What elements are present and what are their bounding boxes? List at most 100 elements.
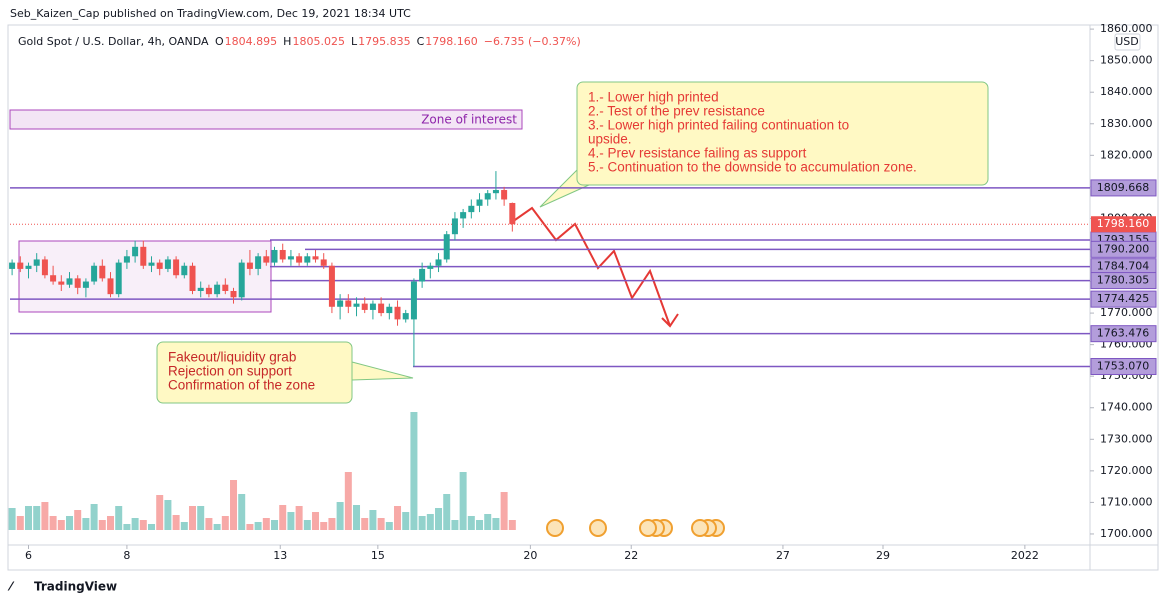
volume-bar: [74, 510, 82, 530]
event-icon: [639, 519, 657, 537]
volume-bar: [90, 504, 98, 530]
y-tick-label: 1700.000: [1100, 527, 1153, 540]
volume-bar: [426, 514, 434, 530]
event-icon: [589, 519, 607, 537]
x-tick-label: 6: [25, 549, 32, 562]
candle-body: [222, 284, 229, 291]
change: −6.735 (−0.37%): [484, 35, 581, 48]
volume-bar: [148, 524, 156, 530]
level-label: 1774.425: [1097, 292, 1150, 305]
volume-bar: [41, 502, 49, 530]
volume-bar: [262, 518, 270, 530]
y-tick-label: 1830.000: [1100, 117, 1153, 130]
zone-of-interest: [9, 109, 523, 130]
volume-bar: [115, 506, 123, 530]
candle-body: [164, 259, 171, 269]
event-icon: [546, 519, 564, 537]
candle-body: [386, 306, 393, 314]
level-label-box: [1090, 272, 1157, 290]
candle-body: [410, 281, 417, 320]
candle-body: [132, 246, 139, 257]
y-tick-label: 1710.000: [1100, 495, 1153, 508]
note-line: 1.- Lower high printed: [588, 90, 719, 105]
ohlc-value: 1805.025: [292, 35, 345, 48]
candle-body: [25, 265, 32, 269]
volume-bar: [492, 518, 500, 530]
note-line: Confirmation of the zone: [168, 378, 315, 393]
volume-bar: [172, 515, 180, 530]
x-tick-label: 27: [776, 549, 790, 562]
zone-label: Zone of interest: [421, 113, 517, 127]
y-tick-label: 1770.000: [1100, 306, 1153, 319]
candle-body: [189, 265, 196, 291]
volume-bar: [123, 524, 131, 530]
candle-body: [50, 275, 57, 282]
volume-bar: [344, 472, 352, 530]
candle-body: [427, 265, 434, 269]
volume-bar: [230, 480, 238, 530]
volume-bar: [98, 520, 106, 530]
last-price-box: [1091, 216, 1156, 233]
ohlc-value: 1798.160: [425, 35, 478, 48]
volume-bar: [164, 500, 172, 530]
volume-bar: [107, 516, 115, 530]
volume-bar: [25, 506, 33, 530]
volume-bar: [435, 508, 443, 530]
candle-body: [74, 278, 81, 288]
candle-body: [419, 268, 426, 282]
volume-bar: [197, 506, 205, 530]
y-tick-label: 1740.000: [1100, 401, 1153, 414]
volume-bar: [336, 502, 344, 530]
volume-bar: [459, 472, 467, 530]
volume-bar: [180, 522, 188, 530]
volume-bar: [443, 494, 451, 530]
candle-body: [435, 259, 442, 266]
y-tick-label: 1860.000: [1100, 22, 1153, 35]
volume-bar: [139, 520, 147, 530]
x-tick-label: 13: [273, 549, 287, 562]
volume-bar: [8, 508, 16, 530]
candle-body: [287, 256, 294, 260]
x-tick-label: 20: [523, 549, 537, 562]
ohlc-key: C: [417, 35, 425, 48]
candle-body: [328, 265, 335, 307]
ohlc-key: L: [351, 35, 358, 48]
frame: [7, 24, 1159, 571]
candle-body: [451, 218, 458, 235]
candle-body: [271, 249, 278, 263]
level-label: 1780.305: [1097, 274, 1150, 287]
volume-bar: [238, 494, 246, 530]
ohlc-key: O: [215, 35, 224, 48]
candle-body: [214, 284, 221, 295]
candle-body: [115, 262, 122, 295]
candle-body: [173, 259, 180, 276]
note-line: 4.- Prev resistance failing as support: [588, 146, 807, 161]
callout-top: [576, 81, 989, 186]
candle-body: [156, 262, 163, 269]
level-label-box: [1090, 179, 1157, 197]
volume-bar: [312, 512, 320, 530]
volume-bar: [131, 518, 139, 530]
volume-bar: [476, 520, 484, 530]
candle-body: [255, 256, 262, 269]
volume-bar: [189, 506, 197, 530]
x-tick-label: 15: [371, 549, 385, 562]
volume-bar: [57, 520, 65, 530]
candle-body: [66, 278, 73, 285]
note-line: upside.: [588, 132, 632, 147]
level-label: 1753.070: [1097, 360, 1150, 373]
currency: USD: [1115, 35, 1139, 48]
candle-body: [238, 262, 245, 298]
candle-body: [197, 287, 204, 291]
x-tick-label: 22: [624, 549, 638, 562]
note-line: 3.- Lower high printed failing continuat…: [588, 118, 849, 133]
level-label-box: [1090, 290, 1157, 308]
candle-body: [58, 281, 65, 285]
candle-body: [378, 303, 385, 314]
x-tick-label: 8: [123, 549, 130, 562]
candle-body: [361, 303, 368, 310]
level-label: 1763.476: [1097, 327, 1150, 340]
note-line: Fakeout/liquidity grab: [168, 350, 296, 365]
volume-bar: [287, 512, 295, 530]
x-tick-label: 2022: [1011, 549, 1039, 562]
